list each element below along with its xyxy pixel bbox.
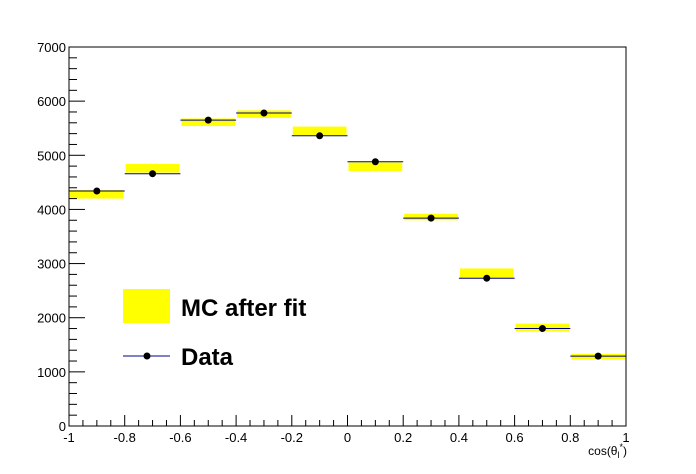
x-tick-label: -0.6 [169,430,191,445]
x-axis: -1 -0.8 -0.6 -0.4 -0.2 0 0.2 0.4 0.6 0.8 1 [63,415,630,445]
x-tick-label: -0.4 [225,430,247,445]
mc-band-bar [459,268,514,279]
x-tick-label: 0.2 [394,430,412,445]
y-tick-label: 6000 [37,94,66,109]
mc-band-bar [125,163,180,173]
plot-frame [68,46,627,427]
y-axis: 0 1000 2000 3000 4000 5000 6000 7000 [37,40,85,434]
legend-mc-swatch [123,289,170,323]
y-tick-label: 0 [59,419,66,434]
x-tick-label: 1 [622,430,629,445]
data-point [538,325,546,333]
y-tick-label: 7000 [37,40,66,55]
y-tick-label: 2000 [37,311,66,326]
legend-data-marker [143,352,151,360]
data-point [594,352,602,360]
data-point [93,187,101,195]
data-point [316,132,324,140]
mc-band-bar [292,126,347,136]
data-series [69,109,626,360]
x-tick-label: -0.8 [113,430,135,445]
data-point [204,116,212,124]
x-tick-label: 0 [344,430,351,445]
y-tick-label: 4000 [37,202,66,217]
data-point [427,214,435,222]
data-point [260,109,268,117]
x-tick-label: -1 [63,430,75,445]
x-tick-label: -0.2 [281,430,303,445]
mc-band-bar [348,162,403,171]
data-point [149,170,157,178]
data-point [371,158,379,166]
legend: MC after fit Data [123,289,306,371]
data-point [483,274,491,282]
x-tick-label: 0.6 [506,430,524,445]
legend-data-label: Data [181,344,234,371]
legend-mc-label: MC after fit [181,295,306,322]
x-tick-label: 0.8 [561,430,579,445]
x-tick-label: 0.4 [450,430,468,445]
y-tick-label: 3000 [37,257,66,272]
y-tick-label: 1000 [37,365,66,380]
x-axis-title: cos(θl*) [588,442,627,460]
y-tick-label: 5000 [37,148,66,163]
